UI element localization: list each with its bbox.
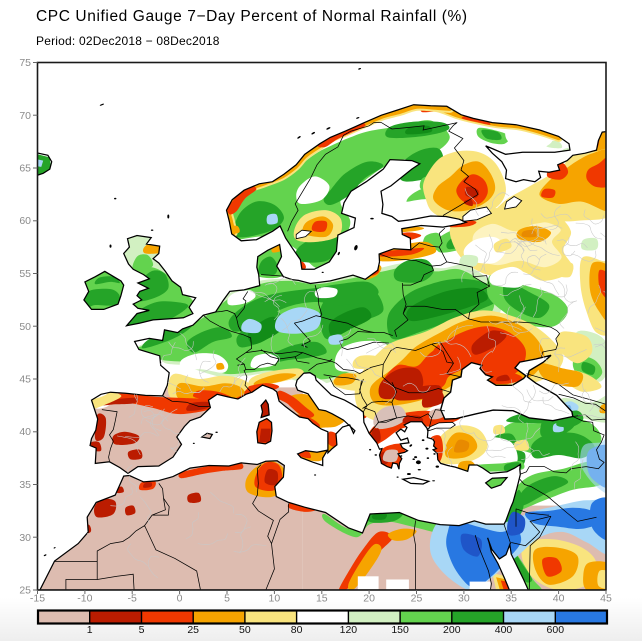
svg-text:0: 0 <box>177 593 183 605</box>
svg-text:200: 200 <box>443 624 461 636</box>
svg-text:45: 45 <box>600 593 612 605</box>
svg-text:-15: -15 <box>30 593 45 605</box>
svg-text:75: 75 <box>19 57 31 69</box>
svg-text:5: 5 <box>139 624 145 636</box>
svg-text:55: 55 <box>19 268 31 280</box>
svg-text:1: 1 <box>87 624 93 636</box>
svg-text:25: 25 <box>411 593 423 605</box>
svg-text:25: 25 <box>19 585 31 597</box>
svg-text:30: 30 <box>19 532 31 544</box>
svg-text:150: 150 <box>391 624 409 636</box>
svg-text:50: 50 <box>19 321 31 333</box>
svg-text:50: 50 <box>239 624 251 636</box>
svg-text:20: 20 <box>363 593 375 605</box>
svg-text:65: 65 <box>19 163 31 175</box>
svg-text:35: 35 <box>19 479 31 491</box>
svg-text:120: 120 <box>340 624 358 636</box>
svg-text:70: 70 <box>19 110 31 122</box>
svg-text:40: 40 <box>553 593 565 605</box>
svg-text:400: 400 <box>495 624 513 636</box>
svg-text:-10: -10 <box>77 593 92 605</box>
svg-text:-5: -5 <box>128 593 137 605</box>
svg-text:15: 15 <box>316 593 328 605</box>
svg-text:35: 35 <box>505 593 517 605</box>
svg-text:25: 25 <box>187 624 199 636</box>
svg-text:5: 5 <box>224 593 230 605</box>
svg-text:45: 45 <box>19 374 31 386</box>
svg-text:40: 40 <box>19 426 31 438</box>
svg-text:60: 60 <box>19 215 31 227</box>
svg-text:30: 30 <box>458 593 470 605</box>
svg-text:80: 80 <box>291 624 303 636</box>
svg-text:10: 10 <box>269 593 281 605</box>
svg-text:600: 600 <box>547 624 565 636</box>
